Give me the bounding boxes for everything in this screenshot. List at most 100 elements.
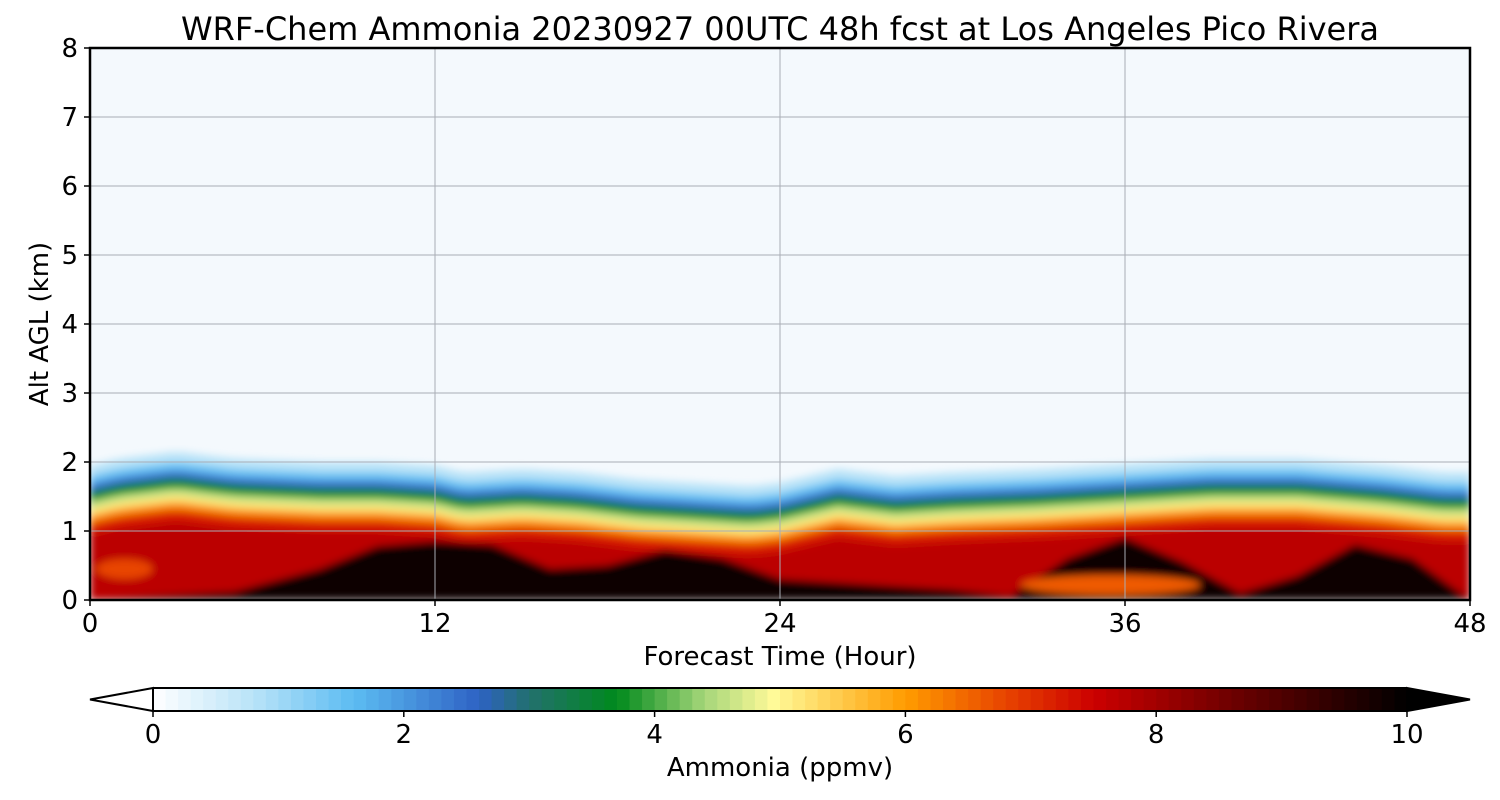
colorbar-segment — [754, 688, 769, 711]
colorbar-segment — [591, 688, 606, 711]
grid-lines — [90, 48, 1470, 600]
x-axis-label: Forecast Time (Hour) — [643, 642, 916, 672]
colorbar-segment — [1381, 688, 1396, 711]
colorbar-segment — [1218, 688, 1233, 711]
colorbar-segment — [479, 688, 493, 711]
colorbar-tick-label: 6 — [897, 720, 914, 750]
colorbar-segment — [917, 688, 932, 711]
colorbar-segment — [604, 688, 618, 711]
colorbar-segment — [780, 688, 794, 711]
colorbar-segment — [667, 688, 681, 711]
colorbar-extend-high — [1406, 686, 1471, 713]
colorbar-segment — [1256, 688, 1270, 711]
y-tick-label: 3 — [61, 379, 78, 409]
colorbar-segment — [441, 688, 455, 711]
colorbar-segment — [943, 688, 957, 711]
colorbar-segment — [240, 688, 254, 711]
colorbar-segment — [1156, 688, 1170, 711]
colorbar-frame — [153, 687, 1407, 712]
colorbar-tick-label: 8 — [1148, 720, 1165, 750]
colorbar-segment — [1394, 688, 1408, 711]
colorbar-segment — [1369, 688, 1383, 711]
colorbar: 0 2 4 6 8 10 — [89, 686, 1471, 750]
y-tick-label: 0 — [61, 586, 78, 616]
colorbar-segment — [165, 688, 179, 711]
colorbar-tick-label: 4 — [646, 720, 663, 750]
colorbar-segment — [1331, 688, 1345, 711]
colorbar-segment — [817, 688, 831, 711]
colorbar-segment — [491, 688, 505, 711]
colorbar-segment — [303, 688, 317, 711]
colorbar-segment — [391, 688, 405, 711]
colorbar-segment — [1030, 688, 1044, 711]
colorbar-segment — [466, 688, 480, 711]
colorbar-segment — [153, 688, 167, 711]
colorbar-segment — [1269, 688, 1283, 711]
colorbar-segment — [228, 688, 242, 711]
colorbar-segment — [1005, 688, 1019, 711]
chart-title: WRF-Chem Ammonia 20230927 00UTC 48h fcst… — [181, 10, 1379, 48]
x-tick-label: 36 — [1108, 609, 1141, 639]
colorbar-extend-low — [89, 686, 154, 713]
colorbar-segment — [805, 688, 819, 711]
colorbar-segment — [1243, 688, 1258, 711]
colorbar-segment — [215, 688, 229, 711]
colorbar-segment — [968, 688, 982, 711]
colorbar-segment — [1055, 688, 1070, 711]
colorbar-segment — [529, 688, 543, 711]
colorbar-segment — [403, 688, 417, 711]
colorbar-segment — [654, 688, 668, 711]
colorbar-segment — [253, 688, 267, 711]
field-pocket — [96, 558, 153, 579]
colorbar-segment — [328, 688, 342, 711]
colorbar-segment — [366, 688, 380, 711]
field-pocket — [1020, 574, 1201, 595]
y-axis-label: Alt AGL (km) — [25, 242, 55, 406]
y-tick-label: 7 — [61, 103, 78, 133]
colorbar-segment — [993, 688, 1007, 711]
colorbar-segment — [855, 688, 869, 711]
colorbar-segment — [955, 688, 969, 711]
colorbar-segment — [353, 688, 367, 711]
colorbar-segment — [930, 688, 944, 711]
colorbar-segment — [1344, 688, 1358, 711]
colorbar-segment — [1093, 688, 1107, 711]
colorbar-segment — [1168, 688, 1182, 711]
colorbar-segment — [316, 688, 330, 711]
colorbar-segment — [516, 688, 530, 711]
colorbar-segment — [341, 688, 355, 711]
colorbar-segment — [792, 688, 806, 711]
colorbar-segment — [265, 688, 279, 711]
colorbar-segment — [742, 688, 756, 711]
colorbar-segment — [541, 688, 555, 711]
colorbar-segment — [767, 688, 781, 711]
y-tick-label: 1 — [61, 517, 78, 547]
colorbar-segment — [290, 688, 305, 711]
colorbar-segment — [1193, 688, 1207, 711]
y-axis-ticks: 0 1 2 3 4 5 6 7 8 — [61, 34, 90, 616]
colorbar-segment — [1018, 688, 1032, 711]
x-tick-label: 12 — [418, 609, 451, 639]
colorbar-segment — [830, 688, 844, 711]
colorbar-segment — [579, 688, 593, 711]
colorbar-segment — [629, 688, 643, 711]
colorbar-segment — [566, 688, 580, 711]
colorbar-segment — [905, 688, 919, 711]
colorbar-tick-label: 10 — [1390, 720, 1423, 750]
colorbar-segment — [1356, 688, 1370, 711]
x-tick-label: 0 — [82, 609, 99, 639]
colorbar-segment — [203, 688, 217, 711]
colorbar-segment — [178, 688, 192, 711]
colorbar-segment — [704, 688, 718, 711]
colorbar-segment — [1206, 688, 1220, 711]
colorbar-segment — [1068, 688, 1082, 711]
colorbar-tick-label: 2 — [396, 720, 413, 750]
colorbar-segment — [378, 688, 392, 711]
colorbar-segment — [1080, 688, 1095, 711]
colorbar-segment — [190, 688, 204, 711]
colorbar-label: Ammonia (ppmv) — [667, 753, 893, 783]
colorbar-segment — [453, 688, 468, 711]
x-axis-ticks: 0 12 24 36 48 — [82, 600, 1487, 639]
colorbar-tick-label: 0 — [145, 720, 162, 750]
